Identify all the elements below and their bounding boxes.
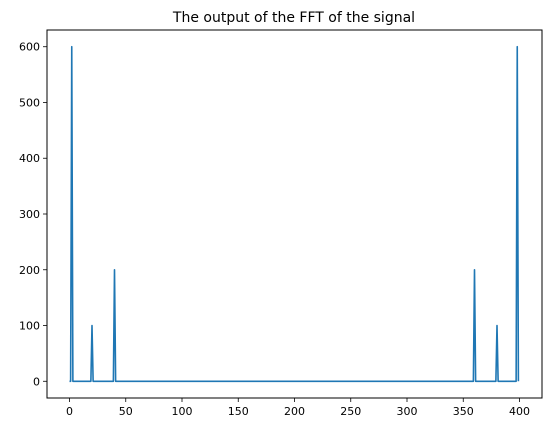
- series-layer: [69, 45, 520, 383]
- plot-area-frame: [46, 29, 543, 399]
- y-tick-label: 500: [19, 96, 40, 109]
- chart-title: The output of the FFT of the signal: [172, 10, 415, 26]
- x-tick-label: 300: [397, 405, 418, 418]
- x-tick-label: 100: [172, 405, 193, 418]
- x-axis: 0 50 100 150 200 250 300 350 400: [66, 398, 530, 418]
- x-tick-label: 400: [509, 405, 530, 418]
- y-tick-label: 400: [19, 152, 40, 165]
- y-tick-label: 100: [19, 320, 40, 333]
- x-tick-label: 0: [66, 405, 73, 418]
- series-line-0: [69, 45, 520, 383]
- x-tick-label: 150: [228, 405, 249, 418]
- x-tick-label: 250: [340, 405, 361, 418]
- x-tick-label: 350: [453, 405, 474, 418]
- y-axis: 0 100 200 300 400 500 600: [19, 41, 47, 388]
- y-tick-label: 200: [19, 264, 40, 277]
- y-tick-label: 0: [33, 375, 40, 388]
- y-tick-label: 300: [19, 208, 40, 221]
- y-tick-label: 600: [19, 41, 40, 54]
- x-tick-label: 200: [284, 405, 305, 418]
- x-tick-label: 50: [119, 405, 133, 418]
